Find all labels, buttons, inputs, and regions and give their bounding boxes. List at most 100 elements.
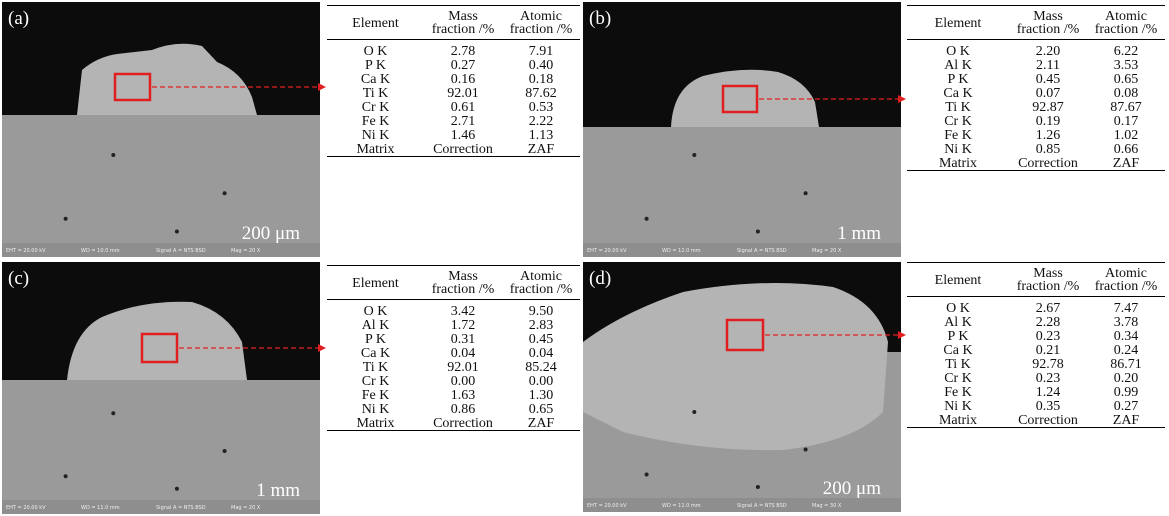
- table-cell: Al K: [907, 58, 1009, 72]
- table-cell: 0.16: [424, 72, 502, 86]
- table-cell: 86.71: [1087, 357, 1165, 371]
- pore: [64, 217, 68, 221]
- table-cell: Ni K: [327, 128, 424, 142]
- table-cell: Correction: [424, 416, 502, 431]
- table-cell: 0.07: [1009, 86, 1087, 100]
- table-row: Ca K0.070.08: [907, 86, 1165, 100]
- table-row: MatrixCorrectionZAF: [907, 413, 1165, 428]
- table-cell: 0.66: [1087, 142, 1165, 156]
- table-row: Ca K0.210.24: [907, 343, 1165, 357]
- info-text: WD = 12.0 mm: [662, 248, 701, 254]
- table-row: Ca K0.040.04: [327, 346, 580, 360]
- info-text: Mag = 20 X: [812, 248, 842, 254]
- table-row: Al K2.113.53: [907, 58, 1165, 72]
- table-cell: 0.17: [1087, 114, 1165, 128]
- table-cell: Matrix: [327, 416, 424, 431]
- table-row: O K3.429.50: [327, 300, 580, 319]
- image-content: EHT = 20.00 kVWD = 11.0 mmSignal A = NTS…: [583, 262, 901, 512]
- table-cell: 92.01: [424, 360, 502, 374]
- header-cell: Element: [327, 6, 424, 40]
- table-cell: Fe K: [327, 388, 424, 402]
- table-cell: 0.04: [502, 346, 580, 360]
- pore: [692, 410, 696, 414]
- table-cell: Ni K: [327, 402, 424, 416]
- pore: [223, 449, 227, 453]
- table-row: Cr K0.190.17: [907, 114, 1165, 128]
- table-cell: 7.91: [502, 40, 580, 59]
- table-cell: Al K: [907, 315, 1009, 329]
- pore: [111, 411, 115, 415]
- table-cell: 0.53: [502, 100, 580, 114]
- table-cell: Ni K: [907, 142, 1009, 156]
- table-cell: 0.85: [1009, 142, 1087, 156]
- table-row: Fe K2.712.22: [327, 114, 580, 128]
- pore: [756, 230, 760, 234]
- scale-label: 200 μm: [242, 223, 300, 244]
- info-text: EHT = 20.00 kV: [6, 505, 46, 511]
- table-cell: Ca K: [907, 343, 1009, 357]
- table-cell: ZAF: [502, 416, 580, 431]
- table-row: Ca K0.160.18: [327, 72, 580, 86]
- table-cell: Ni K: [907, 399, 1009, 413]
- pore: [756, 485, 760, 489]
- panel-label: (b): [589, 8, 611, 29]
- table-cell: Ti K: [327, 86, 424, 100]
- table-cell: P K: [327, 332, 424, 346]
- table-cell: 3.78: [1087, 315, 1165, 329]
- info-text: Signal A = NTS BSD: [737, 503, 787, 509]
- table-cell: 0.00: [424, 374, 502, 388]
- table-cell: Cr K: [907, 371, 1009, 385]
- header-cell: Mass fraction /%: [424, 266, 502, 300]
- arrow-head: [318, 344, 326, 352]
- table-cell: Matrix: [327, 142, 424, 157]
- table-cell: 1.30: [502, 388, 580, 402]
- info-text: EHT = 20.00 kV: [587, 503, 627, 509]
- table-row: Ni K1.461.13: [327, 128, 580, 142]
- table-cell: 1.13: [502, 128, 580, 142]
- table-cell: Correction: [424, 142, 502, 157]
- table-cell: Fe K: [327, 114, 424, 128]
- table-cell: 92.78: [1009, 357, 1087, 371]
- info-text: Signal A = NTS BSD: [156, 248, 206, 254]
- scale-label: 1 mm: [837, 223, 881, 244]
- table-cell: 9.50: [502, 300, 580, 319]
- table-cell: 7.47: [1087, 297, 1165, 316]
- panel-label: (a): [8, 8, 29, 29]
- header-cell: Element: [327, 266, 424, 300]
- composition-table: ElementMass fraction /%Atomic fraction /…: [907, 5, 1165, 171]
- table-cell: 2.22: [502, 114, 580, 128]
- composition-table: ElementMass fraction /%Atomic fraction /…: [327, 265, 580, 431]
- info-text: WD = 10.0 mm: [81, 248, 120, 254]
- table-row: P K0.450.65: [907, 72, 1165, 86]
- table-cell: 1.46: [424, 128, 502, 142]
- table-cell: 0.20: [1087, 371, 1165, 385]
- image-content: EHT = 20.00 kVWD = 11.0 mmSignal A = NTS…: [2, 262, 320, 514]
- table-cell: 0.23: [1009, 371, 1087, 385]
- table-cell: 2.78: [424, 40, 502, 59]
- table-cell: 1.24: [1009, 385, 1087, 399]
- info-text: Mag = 20 X: [231, 248, 261, 254]
- arrow-head: [898, 331, 906, 339]
- table-cell: 92.87: [1009, 100, 1087, 114]
- pore: [804, 191, 808, 195]
- table-cell: 87.62: [502, 86, 580, 100]
- pore: [223, 191, 227, 195]
- table-cell: 1.26: [1009, 128, 1087, 142]
- header-row: ElementMass fraction /%Atomic fraction /…: [907, 263, 1165, 297]
- table-cell: Cr K: [327, 100, 424, 114]
- header-cell: Mass fraction /%: [424, 6, 502, 40]
- header-cell: Mass fraction /%: [1009, 6, 1087, 40]
- pore: [645, 217, 649, 221]
